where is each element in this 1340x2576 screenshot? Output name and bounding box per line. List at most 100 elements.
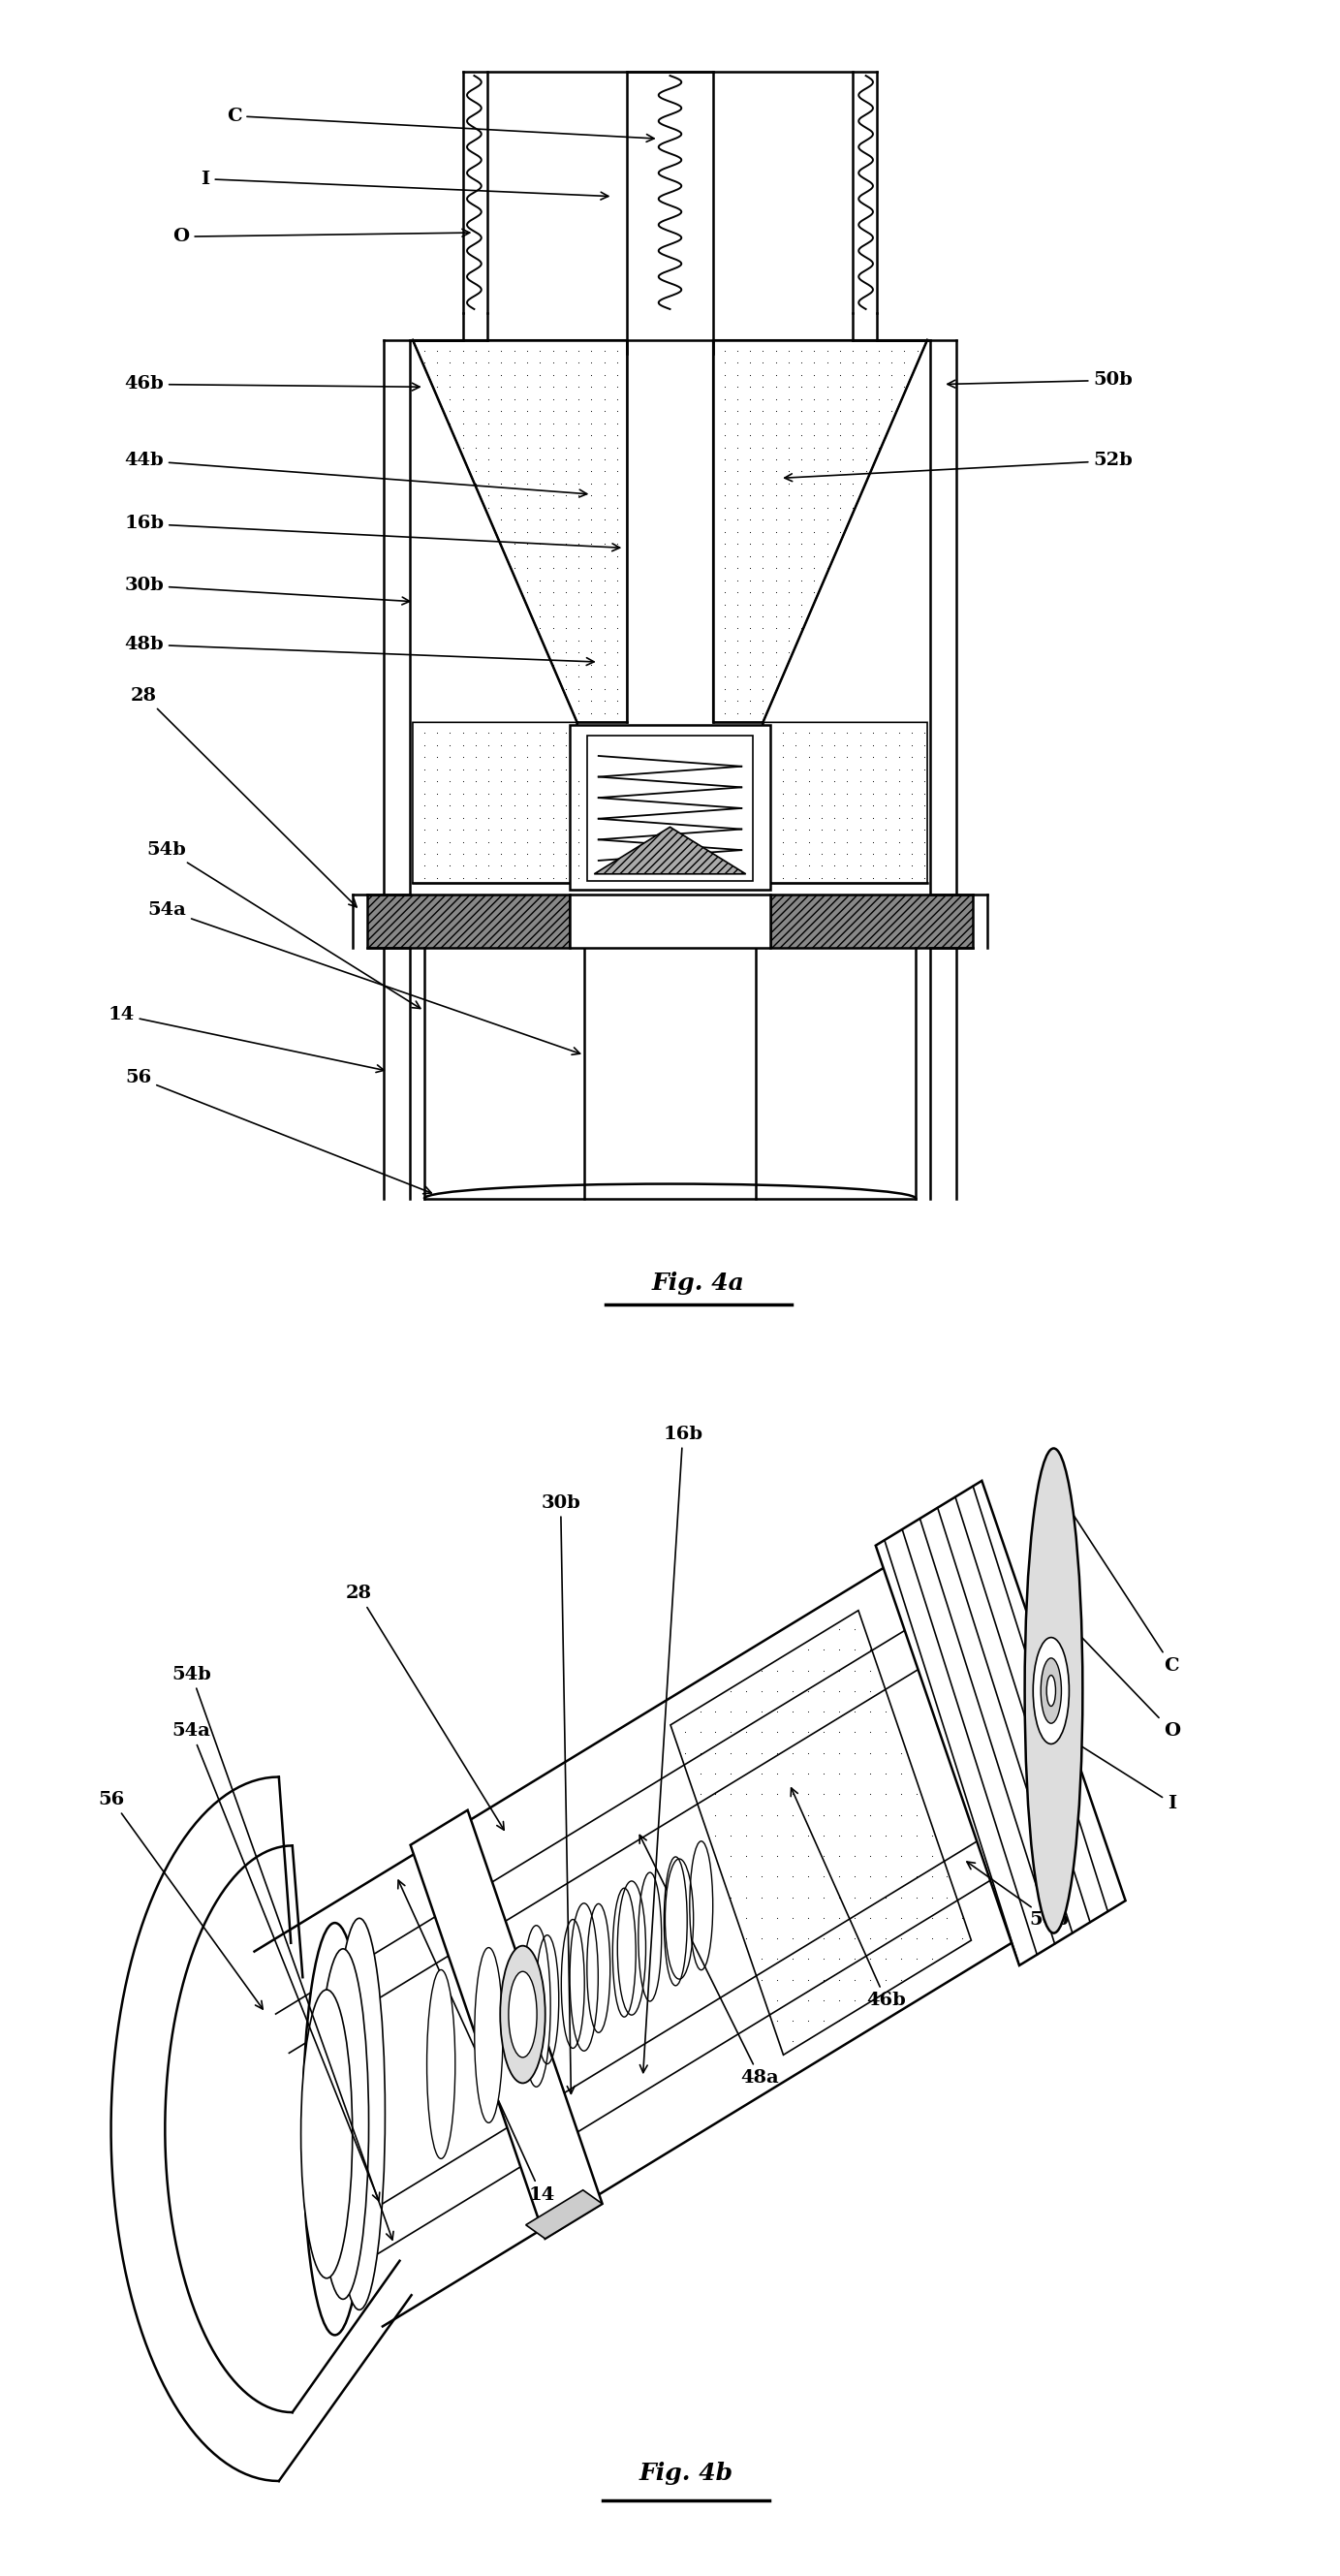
- Point: [580, 415, 602, 456]
- Point: [844, 1752, 866, 1793]
- Point: [844, 1937, 866, 1978]
- Point: [714, 366, 736, 407]
- Point: [914, 832, 935, 873]
- Point: [829, 500, 851, 541]
- Point: [705, 1793, 726, 1834]
- Point: [824, 786, 846, 827]
- Point: [529, 549, 551, 590]
- Point: [828, 1814, 850, 1855]
- Point: [752, 379, 773, 420]
- Point: [426, 845, 448, 886]
- Point: [783, 1772, 804, 1814]
- Point: [736, 1814, 757, 1855]
- Point: [465, 786, 486, 827]
- Point: [752, 366, 773, 407]
- Point: [594, 451, 615, 492]
- Point: [740, 536, 761, 577]
- Point: [529, 451, 551, 492]
- Point: [797, 786, 819, 827]
- Point: [490, 750, 512, 791]
- Point: [736, 1875, 757, 1917]
- Point: [797, 724, 819, 765]
- Point: [580, 392, 602, 433]
- Point: [779, 536, 800, 577]
- Point: [816, 355, 838, 397]
- Point: [844, 1834, 866, 1875]
- Point: [906, 1937, 927, 1978]
- Point: [740, 595, 761, 636]
- Point: [452, 714, 473, 755]
- Point: [850, 809, 871, 850]
- Point: [804, 523, 825, 564]
- Point: [414, 773, 436, 814]
- Point: [543, 809, 564, 850]
- Point: [529, 608, 551, 649]
- Point: [580, 379, 602, 420]
- Point: [529, 858, 551, 899]
- Point: [543, 773, 564, 814]
- Point: [914, 796, 935, 837]
- Point: [828, 1937, 850, 1978]
- Point: [900, 845, 922, 886]
- Point: [791, 355, 812, 397]
- Point: [504, 366, 525, 407]
- Point: [844, 1875, 866, 1917]
- Point: [797, 760, 819, 801]
- Text: 44b: 44b: [125, 451, 587, 497]
- Point: [868, 330, 890, 371]
- Point: [752, 474, 773, 515]
- Point: [888, 724, 910, 765]
- Point: [829, 451, 851, 492]
- Point: [816, 428, 838, 469]
- Point: [426, 366, 448, 407]
- Point: [705, 1710, 726, 1752]
- Point: [890, 1958, 911, 1999]
- Point: [906, 1814, 927, 1855]
- Point: [568, 760, 590, 801]
- Point: [504, 536, 525, 577]
- Point: [783, 1752, 804, 1793]
- Point: [478, 796, 500, 837]
- Point: [555, 796, 576, 837]
- Point: [836, 796, 858, 837]
- Point: [811, 760, 832, 801]
- Point: [785, 750, 807, 791]
- Point: [804, 415, 825, 456]
- Point: [529, 330, 551, 371]
- Point: [888, 750, 910, 791]
- Point: [765, 667, 787, 708]
- Ellipse shape: [303, 1922, 367, 2334]
- Point: [804, 343, 825, 384]
- Point: [816, 330, 838, 371]
- Point: [829, 438, 851, 479]
- Point: [726, 392, 748, 433]
- Point: [862, 714, 883, 755]
- Point: [804, 428, 825, 469]
- Point: [714, 608, 736, 649]
- Point: [779, 595, 800, 636]
- Point: [875, 845, 896, 886]
- Point: [766, 1669, 788, 1710]
- Point: [490, 760, 512, 801]
- Point: [736, 1669, 757, 1710]
- Point: [868, 366, 890, 407]
- Point: [766, 1875, 788, 1917]
- Point: [580, 474, 602, 515]
- Point: [752, 1937, 773, 1978]
- Point: [516, 379, 537, 420]
- Point: [504, 714, 525, 755]
- Point: [765, 595, 787, 636]
- Point: [752, 1710, 773, 1752]
- Point: [726, 366, 748, 407]
- Point: [828, 1875, 850, 1917]
- Point: [504, 724, 525, 765]
- Point: [797, 809, 819, 850]
- Point: [828, 1834, 850, 1875]
- Point: [504, 796, 525, 837]
- Point: [607, 608, 628, 649]
- Point: [516, 415, 537, 456]
- Point: [752, 1752, 773, 1793]
- Point: [607, 510, 628, 551]
- Point: [504, 510, 525, 551]
- Point: [824, 773, 846, 814]
